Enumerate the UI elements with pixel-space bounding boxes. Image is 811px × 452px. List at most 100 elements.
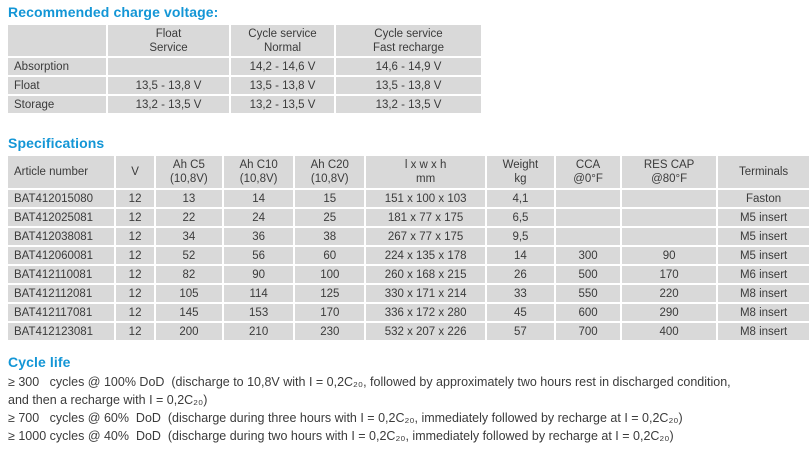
cell: M6 insert	[718, 266, 809, 283]
cell	[556, 190, 621, 207]
cell: 267 x 77 x 175	[366, 228, 485, 245]
column-header: Weight kg	[486, 156, 555, 188]
cell: BAT412110081	[8, 266, 115, 283]
cell: Float	[8, 77, 106, 94]
specifications-table-head: Article number V Ah C5 (10,8V) Ah C10 (10,8…	[8, 156, 809, 188]
cell: 36	[224, 228, 294, 245]
specifications-table-body: BAT412015080 12 13 14 15 151 x 100 x 103 4,1 Fa…	[8, 190, 809, 340]
cell: 220	[622, 285, 717, 302]
cell: 24	[224, 209, 294, 226]
cell: 12	[116, 228, 154, 245]
cell: 34	[155, 228, 223, 245]
cell: BAT412025081	[8, 209, 115, 226]
column-header: Ah C5 (10,8V)	[155, 156, 223, 188]
cell	[622, 228, 717, 245]
table-row: BAT412038081 12 34 36 38 267 x 77 x 175 9,5 M5 …	[8, 228, 809, 245]
column-header	[8, 25, 106, 56]
cell: 14,2 - 14,6 V	[231, 58, 334, 75]
cell: Faston	[718, 190, 809, 207]
cell: BAT412112081	[8, 285, 115, 302]
cell: BAT412117081	[8, 304, 115, 321]
column-header: Terminals	[718, 156, 809, 188]
cell: M8 insert	[718, 304, 809, 321]
section-heading-specifications: Specifications	[8, 135, 105, 151]
table-row: Absorption 14,2 - 14,6 V 14,6 - 14,9 V	[8, 58, 481, 75]
cell: 532 x 207 x 226	[366, 323, 485, 340]
cycle-life-line: ≥ 1000 cycles @ 40% DoD (discharge durin…	[8, 429, 674, 443]
cell: M5 insert	[718, 228, 809, 245]
cell: 33	[486, 285, 555, 302]
cell: 12	[116, 209, 154, 226]
cell: 153	[224, 304, 294, 321]
table-row: BAT412110081 12 82 90 100 260 x 168 x 215 26 50…	[8, 266, 809, 283]
cell: 12	[116, 285, 154, 302]
cell	[556, 209, 621, 226]
cell: 13,2 - 13,5 V	[336, 96, 481, 113]
table-row: Float 13,5 - 13,8 V 13,5 - 13,8 V 13,5 - 13…	[8, 77, 481, 94]
cell: 114	[224, 285, 294, 302]
cycle-life-line: and then a recharge with I = 0,2C₂₀)	[8, 393, 208, 407]
cell: Absorption	[8, 58, 106, 75]
cell: 550	[556, 285, 621, 302]
cell: 105	[155, 285, 223, 302]
cell: 22	[155, 209, 223, 226]
cell: 336 x 172 x 280	[366, 304, 485, 321]
header-row: Article number V Ah C5 (10,8V) Ah C10 (10,8…	[8, 156, 809, 188]
cell: 12	[116, 266, 154, 283]
cell: 52	[155, 247, 223, 264]
cell	[622, 209, 717, 226]
cell: 12	[116, 247, 154, 264]
cell: 290	[622, 304, 717, 321]
cell: 145	[155, 304, 223, 321]
cell: 500	[556, 266, 621, 283]
table-row: BAT412015080 12 13 14 15 151 x 100 x 103 4,1 Fa…	[8, 190, 809, 207]
table-row: Storage 13,2 - 13,5 V 13,2 - 13,5 V 13,2 - …	[8, 96, 481, 113]
cell: 400	[622, 323, 717, 340]
column-header: CCA @0°F	[556, 156, 621, 188]
column-header: Cycle service Fast recharge	[336, 25, 481, 56]
cell: 90	[224, 266, 294, 283]
cell: 14	[486, 247, 555, 264]
cell: 14,6 - 14,9 V	[336, 58, 481, 75]
cell: 90	[622, 247, 717, 264]
cell	[622, 190, 717, 207]
cell: 26	[486, 266, 555, 283]
table-row: BAT412123081 12 200 210 230 532 x 207 x 226 57…	[8, 323, 809, 340]
cell: BAT412060081	[8, 247, 115, 264]
cell: 13,5 - 13,8 V	[108, 77, 229, 94]
cell: 38	[295, 228, 365, 245]
cell: 200	[155, 323, 223, 340]
column-header: Ah C20 (10,8V)	[295, 156, 365, 188]
cell: 14	[224, 190, 294, 207]
cell	[556, 228, 621, 245]
specifications-table: Article number V Ah C5 (10,8V) Ah C10 (10,8…	[6, 154, 811, 342]
cell: M5 insert	[718, 209, 809, 226]
cell: 13,2 - 13,5 V	[108, 96, 229, 113]
cell: 125	[295, 285, 365, 302]
cell: 230	[295, 323, 365, 340]
column-header: Ah C10 (10,8V)	[224, 156, 294, 188]
column-header: Float Service	[108, 25, 229, 56]
column-header: RES CAP @80°F	[622, 156, 717, 188]
cell: 4,1	[486, 190, 555, 207]
cycle-life-line: ≥ 300 cycles @ 100% DoD (discharge to 10…	[8, 375, 731, 389]
cell: 330 x 171 x 214	[366, 285, 485, 302]
cell: 9,5	[486, 228, 555, 245]
cell: 151 x 100 x 103	[366, 190, 485, 207]
cell: BAT412015080	[8, 190, 115, 207]
cell: 300	[556, 247, 621, 264]
charge-voltage-table: Float Service Cycle service Normal Cycle s…	[6, 23, 483, 115]
cell: M8 insert	[718, 285, 809, 302]
header-row: Float Service Cycle service Normal Cycle s…	[8, 25, 481, 56]
cell: 170	[295, 304, 365, 321]
column-header: Cycle service Normal	[231, 25, 334, 56]
section-heading-charge-voltage: Recommended charge voltage:	[8, 4, 219, 20]
cell: 100	[295, 266, 365, 283]
cell: 170	[622, 266, 717, 283]
cell: 210	[224, 323, 294, 340]
column-header: Article number	[8, 156, 115, 188]
cell: M5 insert	[718, 247, 809, 264]
cell: BAT412123081	[8, 323, 115, 340]
cycle-life-line: ≥ 700 cycles @ 60% DoD (discharge during…	[8, 411, 683, 425]
